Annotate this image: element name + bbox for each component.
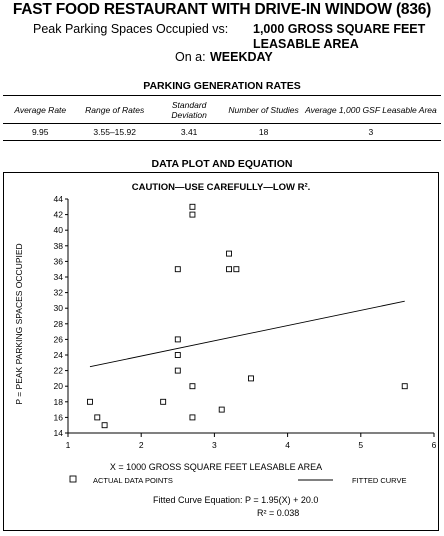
rates-header-row: Average Rate Range of Rates Standard Dev… — [3, 95, 441, 124]
cell-range-of-rates: 3.55–15.92 — [93, 127, 136, 137]
rates-section-title: PARKING GENERATION RATES — [143, 80, 301, 92]
data-point — [160, 398, 167, 405]
data-point — [174, 266, 181, 273]
cell-number-of-studies: 18 — [258, 127, 269, 137]
y-tick-label: 24 — [54, 350, 64, 360]
y-tick-label: 14 — [54, 428, 64, 438]
y-tick-label: 32 — [54, 288, 64, 298]
data-point — [189, 383, 196, 390]
x-tick-label: 4 — [285, 440, 290, 450]
data-point — [174, 352, 181, 358]
independent-variable: 1,000 GROSS SQUARE FEET — [253, 22, 426, 36]
data-point — [226, 250, 232, 257]
y-tick-label: 44 — [54, 194, 64, 204]
data-point — [189, 203, 196, 210]
r-squared: R² = 0.038 — [257, 508, 299, 518]
fitted-equation: Fitted Curve Equation: P = 1.95(X) + 20.… — [153, 495, 318, 505]
rates-data-row: 9.95 3.55–15.92 3.41 18 3 — [3, 124, 441, 141]
metric-label: Peak Parking Spaces Occupied vs: — [33, 22, 229, 36]
col-range-of-rates: Range of Rates — [77, 95, 152, 124]
y-tick-label: 28 — [54, 319, 64, 329]
col-average-rate: Average Rate — [3, 95, 78, 124]
rates-table: Average Rate Range of Rates Standard Dev… — [3, 95, 441, 141]
legend-curve-label: FITTED CURVE — [352, 476, 406, 485]
independent-variable-cont: LEASABLE AREA — [253, 37, 359, 51]
data-point — [174, 336, 181, 343]
y-tick-label: 42 — [54, 210, 64, 220]
y-tick-label: 40 — [54, 225, 64, 235]
plot-frame — [3, 172, 439, 531]
data-point — [101, 422, 108, 429]
data-point — [218, 406, 225, 413]
plot-section-title: DATA PLOT AND EQUATION — [151, 158, 293, 170]
time-period-value: WEEKDAY — [210, 50, 273, 64]
chart-title: CAUTION—USE CAREFULLY—LOW R². — [132, 182, 311, 193]
time-period-label: On a: — [175, 50, 206, 64]
y-tick-label: 36 — [54, 256, 64, 266]
cell-average-leasable-area: 3 — [368, 127, 374, 137]
data-point — [226, 266, 232, 273]
y-tick-label: 20 — [54, 381, 64, 391]
data-point — [248, 375, 254, 382]
y-tick-label: 22 — [54, 366, 64, 376]
x-tick-label: 5 — [358, 440, 363, 450]
col-standard-deviation: Standard Deviation — [151, 95, 227, 124]
y-tick-label: 16 — [54, 412, 64, 422]
fitted-curve-line — [89, 300, 405, 368]
data-point — [401, 383, 408, 390]
data-point — [174, 367, 181, 374]
x-tick-label: 3 — [212, 440, 217, 450]
y-tick-label: 26 — [54, 334, 64, 344]
y-tick-label: 18 — [54, 397, 64, 407]
data-point — [94, 414, 101, 421]
legend-point-marker — [69, 475, 77, 483]
cell-average-rate: 9.95 — [31, 127, 49, 137]
data-point — [233, 266, 240, 273]
col-average-leasable-area: Average 1,000 GSF Leasable Area — [300, 95, 441, 124]
y-tick-label: 38 — [54, 241, 64, 251]
y-tick-label: 34 — [54, 272, 64, 282]
x-tick-label: 6 — [432, 440, 437, 450]
x-axis-label: X = 1000 GROSS SQUARE FEET LEASABLE AREA — [110, 462, 322, 472]
cell-standard-deviation: 3.41 — [180, 127, 198, 137]
y-axis-label: P = PEAK PARKING SPACES OCCUPIED — [14, 243, 24, 404]
data-point — [189, 414, 196, 421]
x-tick-label: 2 — [139, 440, 144, 450]
data-point — [87, 398, 93, 405]
y-tick-label: 30 — [54, 303, 64, 313]
legend-points-label: ACTUAL DATA POINTS — [93, 476, 173, 485]
data-point — [189, 211, 196, 218]
x-tick-label: 1 — [66, 440, 71, 450]
page-title: FAST FOOD RESTAURANT WITH DRIVE-IN WINDO… — [12, 1, 432, 18]
col-number-of-studies: Number of Studies — [226, 95, 301, 124]
